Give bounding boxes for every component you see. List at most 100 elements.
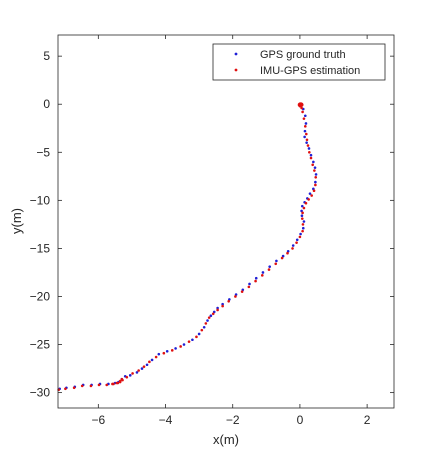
- data-point: [212, 310, 216, 314]
- data-point: [303, 129, 307, 133]
- data-point: [261, 271, 265, 274]
- data-point: [305, 141, 308, 144]
- data-point: [304, 201, 308, 205]
- x-tick-label: 2: [364, 413, 371, 427]
- data-point: [206, 319, 209, 322]
- data-point: [174, 347, 177, 350]
- data-point: [150, 358, 154, 362]
- data-point: [182, 343, 186, 346]
- y-axis-label: y(m): [9, 208, 24, 234]
- legend-box: [212, 43, 386, 81]
- data-point: [80, 384, 84, 388]
- data-point: [248, 282, 251, 286]
- data-point: [281, 254, 285, 258]
- y-tick-label: −30: [30, 386, 51, 400]
- data-point: [97, 383, 101, 387]
- data-point: [300, 214, 304, 218]
- data-point: [286, 251, 289, 255]
- data-point: [314, 175, 318, 179]
- data-point: [307, 198, 310, 201]
- legend-label-gps: GPS ground truth: [260, 49, 346, 61]
- legend-marker-imu: [234, 68, 238, 72]
- y-tick-label: −20: [30, 289, 51, 303]
- data-point: [268, 265, 271, 268]
- data-point: [307, 147, 311, 150]
- data-point: [111, 382, 114, 386]
- data-point: [310, 194, 313, 197]
- data-point: [300, 209, 303, 213]
- data-point: [299, 232, 302, 236]
- data-point: [280, 256, 284, 260]
- data-point: [308, 192, 312, 195]
- data-point: [135, 371, 139, 374]
- data-point: [165, 349, 169, 353]
- x-tick-label: −2: [226, 413, 240, 427]
- data-point: [313, 166, 317, 169]
- data-point: [125, 375, 129, 379]
- plot-background: [58, 35, 394, 408]
- data-point: [148, 360, 151, 364]
- data-point: [303, 135, 306, 139]
- data-point: [72, 386, 76, 390]
- data-point: [300, 106, 303, 110]
- data-point: [207, 316, 211, 319]
- data-point: [240, 290, 244, 293]
- start-cluster: [297, 102, 304, 108]
- data-point: [216, 306, 219, 310]
- data-point: [118, 379, 122, 383]
- x-tick-label: −4: [159, 413, 173, 427]
- y-tick-label: −25: [30, 338, 51, 352]
- data-point: [254, 279, 257, 283]
- data-point: [105, 383, 109, 387]
- data-point: [140, 367, 144, 370]
- data-point: [120, 377, 124, 381]
- data-point: [291, 244, 295, 247]
- data-point: [312, 189, 316, 193]
- data-point: [302, 206, 306, 210]
- data-point: [234, 295, 237, 298]
- data-point: [302, 117, 306, 120]
- data-point: [301, 110, 304, 114]
- data-point: [305, 138, 309, 142]
- data-point: [204, 322, 208, 325]
- data-point: [301, 211, 304, 215]
- data-point: [306, 144, 310, 147]
- data-point: [314, 180, 317, 184]
- data-point: [64, 387, 67, 391]
- data-point: [309, 156, 313, 160]
- y-tick-label: −10: [30, 193, 51, 207]
- data-point: [260, 274, 264, 277]
- data-point: [295, 241, 298, 244]
- data-point: [162, 351, 166, 355]
- data-point: [170, 349, 174, 352]
- data-marks: [57, 102, 318, 392]
- data-point: [211, 312, 215, 316]
- data-point: [200, 328, 204, 332]
- data-point: [303, 114, 307, 118]
- data-point: [221, 302, 224, 306]
- y-tick-label: 0: [43, 97, 50, 111]
- data-point: [301, 226, 305, 230]
- plot-frame: [57, 34, 395, 409]
- data-point: [308, 150, 311, 154]
- cluster-point: [300, 103, 304, 107]
- data-point: [305, 132, 308, 136]
- x-tick-label: 0: [297, 413, 304, 427]
- data-point: [142, 365, 146, 368]
- data-point: [267, 268, 271, 271]
- data-point: [191, 338, 194, 342]
- data-point: [314, 183, 317, 187]
- data-point: [311, 163, 314, 167]
- data-point: [145, 363, 149, 367]
- data-point: [301, 223, 305, 226]
- data-point: [137, 369, 140, 372]
- data-point: [291, 247, 294, 250]
- x-tick-label: −6: [91, 413, 105, 427]
- data-point: [314, 173, 318, 176]
- data-point: [301, 229, 304, 233]
- data-point: [209, 314, 213, 318]
- legend-marker-gps: [234, 52, 238, 56]
- data-point: [131, 372, 134, 375]
- data-point: [221, 304, 224, 308]
